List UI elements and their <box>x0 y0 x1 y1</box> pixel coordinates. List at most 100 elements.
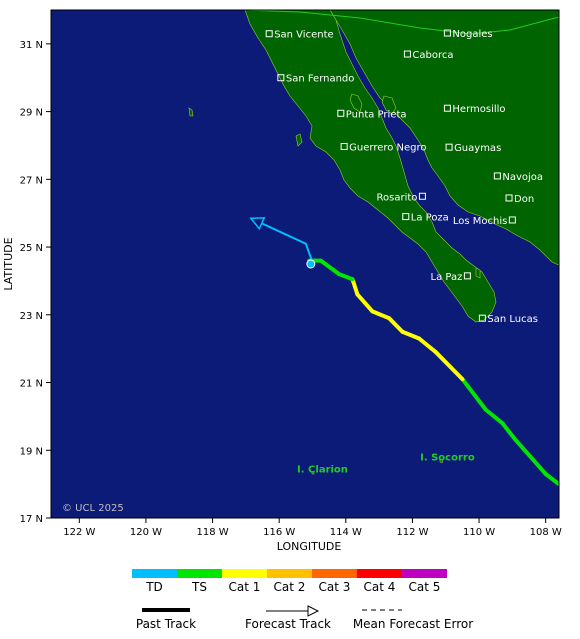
y-tick-label: 23 N <box>20 311 43 322</box>
city-label: La Poza <box>411 213 449 224</box>
city-marker-icon <box>277 74 285 82</box>
isla-angel-de-la-guarda <box>349 93 363 113</box>
legend-color-swatch <box>222 569 267 578</box>
y-tick-label: 31 N <box>20 40 43 51</box>
x-tick-label: 110 W <box>463 527 495 538</box>
forecast-track-line <box>250 217 314 263</box>
legend-color-swatch <box>267 569 312 578</box>
city-label: Rosarito <box>377 192 418 203</box>
city-label: Nogales <box>452 29 492 40</box>
past-track-segment <box>543 471 559 487</box>
city-label: Guaymas <box>454 143 501 154</box>
city-marker-icon <box>478 314 486 322</box>
past-track-segment <box>500 421 518 443</box>
city-marker-icon <box>340 142 348 150</box>
legend-category-label: Cat 5 <box>409 580 441 594</box>
legend-category-label: TS <box>191 580 207 594</box>
copyright-text: © UCL 2025 <box>62 503 124 514</box>
x-tick-label: 114 W <box>330 527 362 538</box>
past-track-segment <box>417 336 438 355</box>
legend-color-swatch <box>312 569 357 578</box>
legend-color-swatch <box>177 569 222 578</box>
city-label: Hermosillo <box>452 104 505 115</box>
city-marker-icon <box>402 213 410 221</box>
isla-socorro <box>439 458 444 464</box>
legend-category-label: Cat 4 <box>364 580 396 594</box>
city-marker-icon <box>493 172 501 180</box>
forecast-track-label: Forecast Track <box>245 617 331 631</box>
isla-clarion <box>311 471 315 475</box>
forecast-track <box>249 217 316 269</box>
city-marker-icon <box>403 50 411 58</box>
island-label: I. Clarion <box>297 464 348 475</box>
past-track-segment <box>337 272 355 282</box>
y-tick-label: 21 N <box>20 379 43 390</box>
country-border <box>244 10 559 35</box>
city-label: La Paz <box>431 272 463 283</box>
x-tick-label: 116 W <box>263 527 295 538</box>
legend-color-swatch <box>357 569 402 578</box>
city-marker-icon <box>463 272 471 280</box>
x-tick-label: 118 W <box>196 527 228 538</box>
y-axis-title: LATITUDE <box>2 237 15 290</box>
legend-category-label: Cat 3 <box>319 580 351 594</box>
isla-cedros <box>295 133 303 147</box>
past-track-segment <box>350 277 360 297</box>
baja-california <box>244 10 497 323</box>
legend-category-label: Cat 2 <box>274 580 306 594</box>
x-axis-title: LONGITUDE <box>277 540 342 553</box>
legend: TD TS Cat 1 Cat 2 Cat 3 Cat 4 Cat 5 Past Track… <box>132 569 473 631</box>
legend-colorbar <box>132 569 447 578</box>
city-marker-icon <box>443 29 451 37</box>
city-label: Don <box>514 194 534 205</box>
past-track-segment <box>513 438 548 476</box>
past-track-segment <box>387 316 405 334</box>
city-marker-icon <box>265 30 273 38</box>
city-label: San Lucas <box>487 314 538 325</box>
plot-frame <box>50 9 560 519</box>
legend-color-swatch <box>132 569 177 578</box>
x-axis: 122 W 120 W 118 W 116 W 114 W 112 W 110 W 108 W <box>63 518 562 538</box>
past-track <box>307 258 559 487</box>
past-track-segment <box>460 377 488 412</box>
legend-category-label: Cat 1 <box>229 580 261 594</box>
legend-color-swatch <box>402 569 447 578</box>
past-track-label: Past Track <box>136 617 196 631</box>
x-tick-label: 108 W <box>530 527 562 538</box>
past-track-segment <box>318 258 342 277</box>
city-marker-icon <box>445 143 453 151</box>
city-label: Los Mochis <box>453 216 507 227</box>
island-label: I. Socorro <box>420 452 475 463</box>
city-marker-icon <box>418 192 426 200</box>
forecast-arrow-icon <box>249 217 266 231</box>
x-tick-label: 122 W <box>63 527 95 538</box>
isla-guadalupe <box>188 107 194 117</box>
land-layer <box>188 10 559 475</box>
legend-category-labels: TD TS Cat 1 Cat 2 Cat 3 Cat 4 Cat 5 <box>145 580 440 594</box>
y-tick-label: 19 N <box>20 446 43 457</box>
isla-espiritu-santo <box>475 267 481 279</box>
legend-category-label: TD <box>145 580 163 594</box>
past-track-segment <box>355 292 375 314</box>
x-tick-label: 112 W <box>396 527 428 538</box>
past-track-segment <box>370 309 392 321</box>
past-track-segment <box>400 329 422 341</box>
x-tick-label: 120 W <box>130 527 162 538</box>
city-marker-icon <box>505 194 513 202</box>
mainland-mexico <box>329 10 559 266</box>
city-label: San Fernando <box>286 74 355 85</box>
y-axis: 31 N 29 N 27 N 25 N 23 N 21 N 19 N 17 N <box>20 40 51 525</box>
city-label: Caborca <box>412 50 453 61</box>
y-tick-label: 25 N <box>20 243 43 254</box>
mean-error-label: Mean Forecast Error <box>353 617 473 631</box>
isla-tiburon <box>381 95 397 115</box>
city-label: Guerrero Negro <box>349 142 426 153</box>
city-label: San Vicente <box>274 30 333 41</box>
city-marker-icon <box>443 104 451 112</box>
city-marker-icon <box>337 109 345 117</box>
city-label: Punta Prieta <box>346 109 407 120</box>
city-markers: San Vicente Nogales Caborca San Fernando Pun… <box>265 29 543 325</box>
y-tick-label: 27 N <box>20 175 43 186</box>
past-track-segment <box>433 350 465 382</box>
